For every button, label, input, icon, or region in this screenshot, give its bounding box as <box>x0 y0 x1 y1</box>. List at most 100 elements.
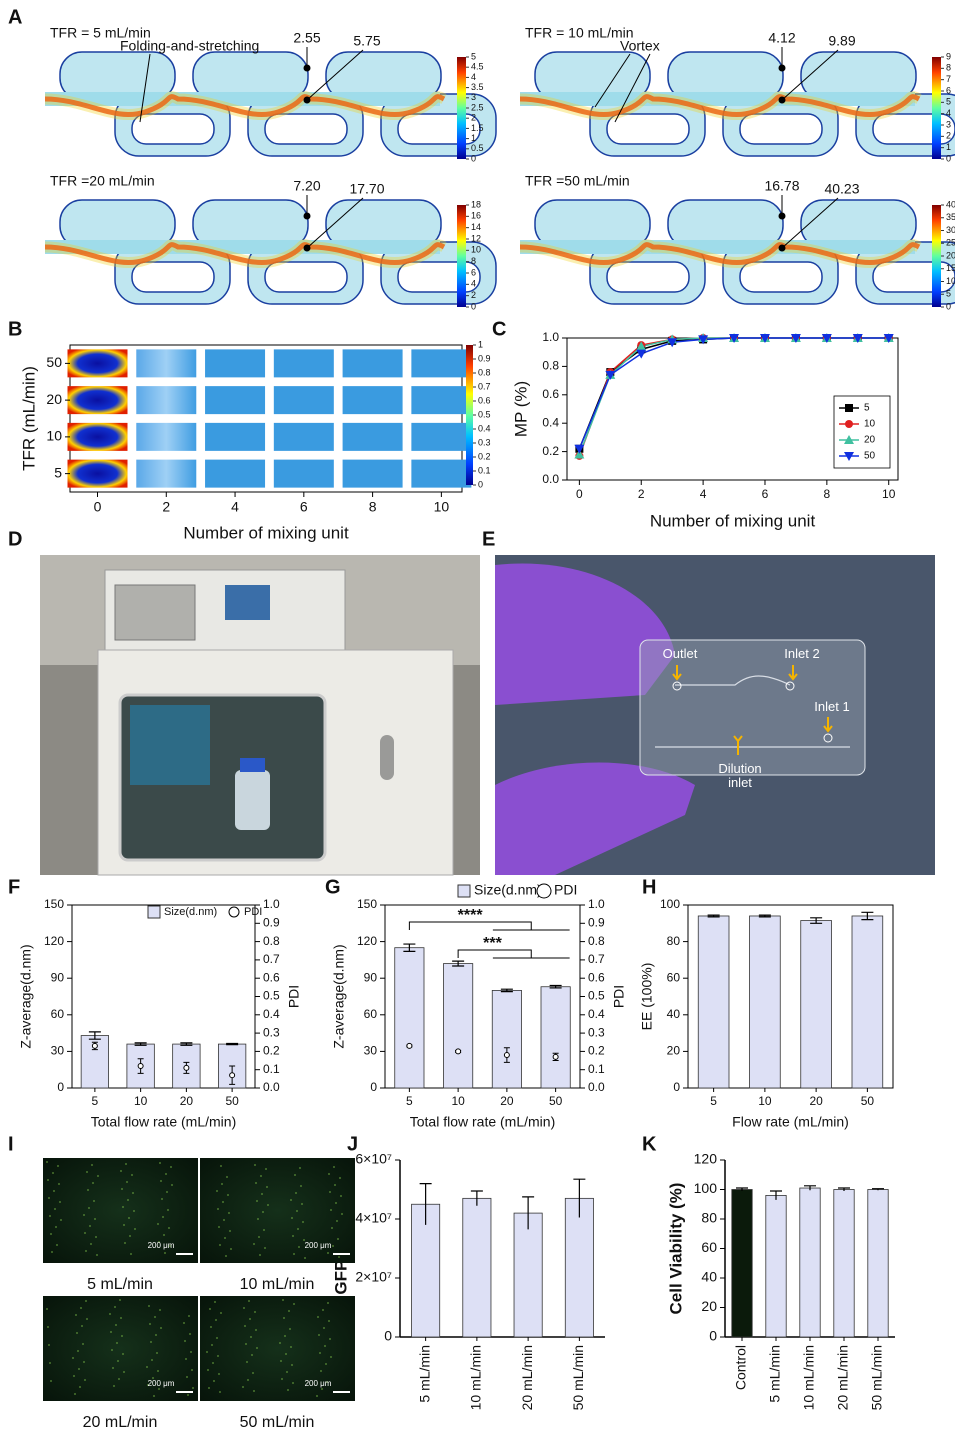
gfp-speck <box>290 1199 292 1201</box>
gfp-speck <box>163 1234 165 1236</box>
photo-label: Inlet 1 <box>814 700 849 714</box>
heatmap-cell <box>273 459 334 488</box>
glove <box>495 762 695 875</box>
marker <box>844 435 854 444</box>
gfp-speck <box>189 1333 191 1335</box>
pointer <box>306 197 364 249</box>
gfp-speck <box>157 1223 159 1225</box>
flow-annotation: Folding-and-stretching <box>120 38 259 54</box>
gfp-speck <box>157 1370 159 1372</box>
colorbar-tick-label: 4 <box>471 72 476 82</box>
gfp-speck <box>285 1353 287 1355</box>
pointer <box>306 49 364 101</box>
bar <box>443 963 474 1089</box>
y-tick-label: 0 <box>384 1328 392 1344</box>
x-tick-label: 10 <box>758 1094 772 1108</box>
gfp-speck <box>248 1300 250 1302</box>
gfp-speck <box>185 1358 187 1360</box>
colorbar-tick-label: 1.5 <box>471 123 484 133</box>
gfp-speck <box>149 1323 151 1325</box>
marker <box>574 449 585 459</box>
x-tick-label: 50 <box>549 1094 563 1108</box>
gfp-speck <box>294 1174 296 1176</box>
gfp-speck <box>171 1184 173 1186</box>
bar <box>564 1197 594 1338</box>
y2-tick-label: 0.9 <box>588 915 605 929</box>
y-tick-label: 80 <box>701 1210 717 1226</box>
gfp-speck <box>215 1319 217 1321</box>
colorbar-tick-label: 3 <box>946 119 951 129</box>
y2-tick-label: 0.4 <box>263 1007 280 1021</box>
x-tick-label: 5 <box>406 1094 413 1108</box>
marker <box>729 334 740 343</box>
gfp-speck <box>183 1322 185 1324</box>
colorbar-tick-label: 0 <box>946 153 951 163</box>
heatmap-cell <box>67 386 128 415</box>
gfp-speck <box>284 1335 286 1337</box>
bar <box>697 915 730 1089</box>
y-tick-label: 30 <box>51 1044 65 1058</box>
arrow <box>672 665 682 681</box>
gfp-speck <box>118 1378 120 1380</box>
gfp-speck <box>282 1299 284 1301</box>
y-tick-label: 60 <box>667 970 681 984</box>
arrow <box>788 665 798 681</box>
gfp-speck <box>159 1162 161 1164</box>
gfp-speck <box>73 1375 75 1377</box>
gfp-speck <box>207 1369 209 1371</box>
gfp-speck <box>242 1386 244 1388</box>
gfp-speck <box>341 1213 343 1215</box>
gfp-speck <box>262 1211 264 1213</box>
gfp-speck <box>122 1353 124 1355</box>
door-handle <box>380 735 394 780</box>
y-tick-label: 4×10⁷ <box>355 1210 392 1226</box>
x-tick-label: 5 <box>92 1094 99 1108</box>
gfp-speck <box>340 1195 342 1197</box>
gfp-speck <box>216 1337 218 1339</box>
colorbar-tick-label: 0.1 <box>478 465 491 475</box>
x-tick-label: 4 <box>231 499 239 515</box>
error-bar <box>470 1190 483 1206</box>
colorbar <box>457 205 466 307</box>
y-tick-label: 60 <box>701 1239 717 1255</box>
obstacle <box>131 261 215 293</box>
gfp-speck <box>283 1317 285 1319</box>
x-axis-label: Number of mixing unit <box>650 511 816 530</box>
pump-screen <box>225 585 270 620</box>
gfp-speck <box>133 1210 135 1212</box>
colorbar-tick-label: 0.2 <box>478 451 491 461</box>
gfp-speck <box>115 1324 117 1326</box>
gfp-speck <box>153 1395 155 1397</box>
heatmap-cell <box>273 386 334 415</box>
colorbar-tick-label: 4 <box>946 108 951 118</box>
colorbar <box>932 205 941 307</box>
gfp-speck <box>84 1232 86 1234</box>
colorbar-tick-label: 0 <box>478 479 483 489</box>
gfp-speck <box>129 1235 131 1237</box>
gfp-speck <box>191 1369 193 1371</box>
legend-marker <box>228 906 240 918</box>
colorbar <box>466 345 473 485</box>
heatmap-cell <box>136 349 197 378</box>
panel-label: A <box>8 6 22 28</box>
chip-port <box>672 681 682 691</box>
heatmap-cell <box>67 349 128 378</box>
bar <box>867 1189 889 1338</box>
gfp-speck <box>325 1363 327 1365</box>
legend-box <box>833 395 891 469</box>
gfp-speck <box>334 1184 336 1186</box>
gfp-speck <box>152 1377 154 1379</box>
gfp-speck <box>252 1372 254 1374</box>
colorbar-tick-label: 35 <box>946 212 955 222</box>
colorbar-tick-label: 4.5 <box>471 62 484 72</box>
marker <box>845 420 853 428</box>
colorbar-tick-label: 8 <box>471 256 476 266</box>
colorbar-tick-label: 5 <box>946 97 951 107</box>
x-tick-label: 20 mL/min <box>519 1345 535 1410</box>
bar <box>513 1212 543 1338</box>
y-axis-label: Z-average(d.nm) <box>331 944 347 1048</box>
gfp-speck <box>281 1378 283 1380</box>
x-tick-label: 2 <box>162 499 170 515</box>
gfp-speck <box>291 1217 293 1219</box>
